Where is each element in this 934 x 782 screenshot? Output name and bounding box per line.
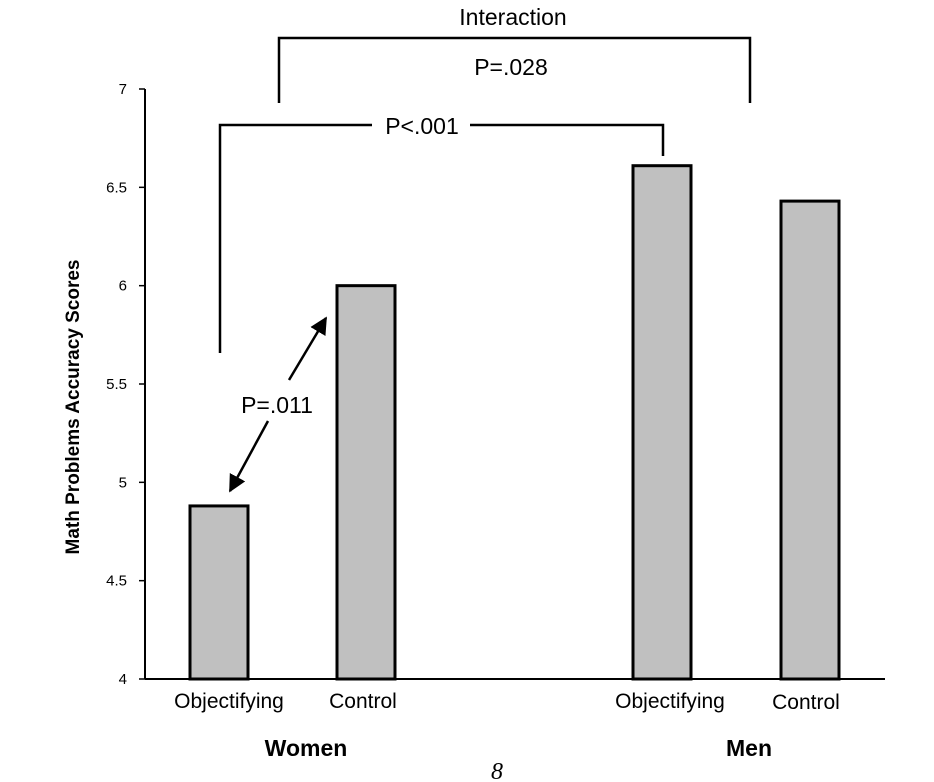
women-p-value: P=.011 (241, 392, 313, 418)
bar-men-objectifying (631, 164, 693, 681)
category-label-women-control: Control (329, 690, 397, 713)
y-tick-label: 5.5 (106, 376, 127, 393)
interaction-p-value: P=.028 (474, 54, 548, 80)
category-label-women-objectifying: Objectifying (174, 690, 284, 713)
bar-men-control (779, 199, 841, 681)
y-tick-label: 7 (119, 81, 127, 98)
y-tick-label: 6.5 (106, 179, 127, 196)
group-label-women: Women (265, 735, 348, 761)
bar-women-control (335, 284, 397, 681)
group-label-men: Men (726, 735, 772, 761)
category-label-men-control: Control (772, 691, 840, 714)
interaction-title: Interaction (459, 4, 566, 30)
category-label-men-objectifying: Objectifying (615, 690, 725, 713)
y-tick-label: 6 (119, 278, 127, 295)
women-arrow-lower (228, 420, 270, 493)
women-arrow-upper (287, 316, 328, 381)
y-axis-label: Math Problems Accuracy Scores (63, 260, 84, 555)
y-tick-label: 5 (119, 474, 127, 491)
y-tick-label: 4 (119, 671, 127, 688)
objectifying-bracket-right (470, 123, 665, 156)
page-number: 8 (491, 759, 503, 782)
y-tick-label: 4.5 (106, 573, 127, 590)
bar-women-objectifying (188, 504, 250, 681)
objectifying-p-value: P<.001 (385, 113, 459, 139)
objectifying-bracket-left (218, 123, 372, 353)
interaction-bracket (277, 36, 752, 103)
y-ticks: 4 4.5 5 5.5 6 6.5 7 (106, 81, 145, 688)
